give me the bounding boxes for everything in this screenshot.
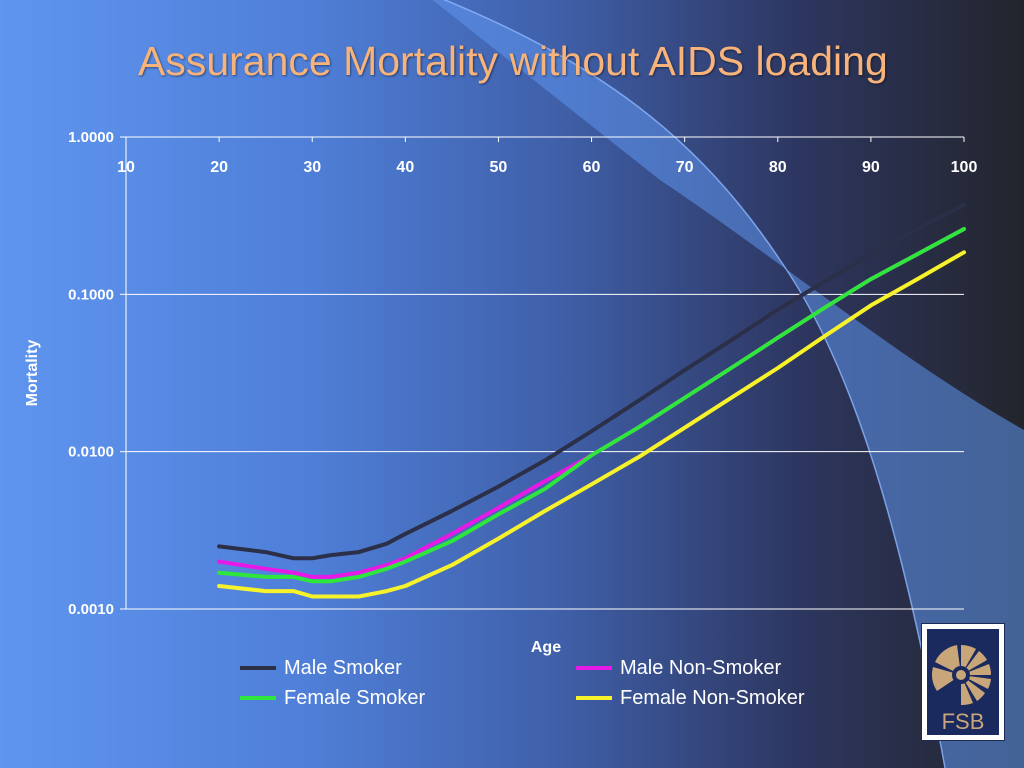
legend-label: Male Smoker bbox=[284, 656, 402, 679]
series-line-male-smoker bbox=[217, 202, 966, 561]
y-tick-label: 0.0100 bbox=[68, 444, 114, 461]
series-layer bbox=[217, 202, 966, 599]
legend-swatch bbox=[576, 666, 612, 670]
series-line-female-non-smoker bbox=[217, 250, 966, 599]
fsb-logo: FSB bbox=[921, 623, 1005, 741]
x-tick-label: 20 bbox=[210, 159, 228, 176]
x-tick-label: 40 bbox=[396, 159, 414, 176]
y-axis-label: Mortality bbox=[24, 340, 41, 407]
legend-label: Female Non-Smoker bbox=[620, 686, 805, 709]
slide-title: Assurance Mortality without AIDS loading bbox=[138, 38, 888, 84]
legend-item: Male Non-Smoker bbox=[576, 655, 781, 681]
label-layer: 1.0000 0.1000 0.0100 0.0010 10 20 30 40 50 60 70 80… bbox=[24, 129, 977, 656]
series-line-female-smoker bbox=[217, 227, 966, 584]
legend-label: Female Smoker bbox=[284, 686, 426, 709]
y-tick-label: 0.0010 bbox=[68, 601, 114, 618]
legend-item: Female Smoker bbox=[240, 685, 425, 711]
fsb-emblem-icon: FSB bbox=[931, 645, 992, 734]
x-tick-label: 100 bbox=[951, 159, 978, 176]
legend-item: Female Non-Smoker bbox=[576, 685, 805, 711]
logo-text: FSB bbox=[942, 709, 985, 734]
x-tick-label: 90 bbox=[862, 159, 880, 176]
x-tick-label: 10 bbox=[117, 159, 135, 176]
legend-swatch bbox=[240, 696, 276, 700]
legend-swatch bbox=[576, 696, 612, 700]
y-tick-label: 0.1000 bbox=[68, 286, 114, 303]
y-tick-label: 1.0000 bbox=[68, 129, 114, 146]
series-line-male-non-smoker bbox=[217, 227, 966, 579]
x-tick-label: 70 bbox=[676, 159, 694, 176]
legend-item: Male Smoker bbox=[240, 655, 402, 681]
x-axis-label: Age bbox=[531, 639, 561, 656]
grid-layer bbox=[126, 136, 964, 610]
x-tick-label: 80 bbox=[769, 159, 787, 176]
x-tick-label: 50 bbox=[490, 159, 508, 176]
x-tick-label: 30 bbox=[303, 159, 321, 176]
axis-layer bbox=[120, 136, 965, 610]
x-tick-label: 60 bbox=[583, 159, 601, 176]
legend-label: Male Non-Smoker bbox=[620, 656, 782, 679]
legend-swatch bbox=[240, 666, 276, 670]
